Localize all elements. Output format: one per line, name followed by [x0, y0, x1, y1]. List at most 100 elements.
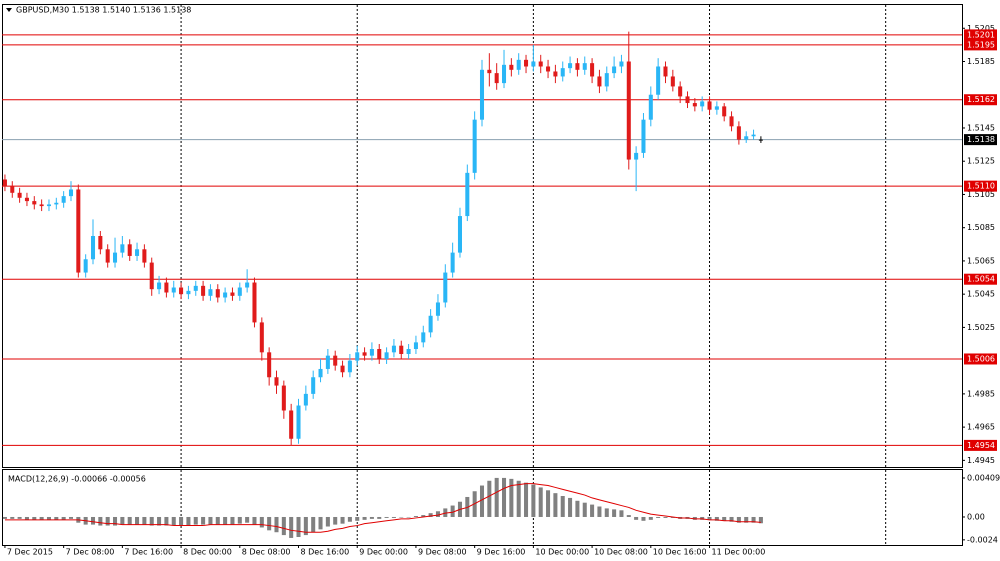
macd-bar — [744, 516, 749, 523]
candle-body — [90, 236, 96, 260]
macd-bar — [590, 504, 595, 517]
macd-bar — [171, 516, 176, 526]
candle-body — [61, 196, 66, 203]
candle-body — [252, 282, 257, 323]
candle-body — [46, 204, 51, 207]
macd-bar — [230, 516, 235, 525]
y-tick-label: 1.5205 — [967, 24, 995, 33]
macd-bar — [626, 515, 631, 517]
macd-bar — [32, 516, 37, 520]
candle-body — [590, 63, 595, 77]
level-label-bg — [964, 353, 997, 365]
candle-body — [289, 410, 294, 439]
candle-body — [538, 61, 543, 67]
candle-body — [479, 69, 485, 120]
candle-body — [604, 73, 609, 87]
macd-bar — [619, 510, 624, 517]
macd-bar — [39, 516, 44, 520]
y-tick-label: 1.5085 — [967, 223, 995, 232]
collapse-icon[interactable] — [6, 8, 12, 12]
candle-body — [729, 116, 734, 127]
chart-title: GBPUSD,M30 1.5138 1.5140 1.5136 1.5138 — [16, 6, 191, 15]
candle-body — [582, 63, 587, 70]
macd-panel — [2, 469, 963, 546]
y-tick-label: 0.00 — [967, 512, 985, 521]
x-tick-label: 7 Dec 08:00 — [66, 548, 115, 557]
macd-bar — [509, 478, 514, 517]
macd-bar — [61, 516, 66, 520]
macd-bar — [575, 500, 580, 517]
y-tick-label: 0.00409 — [967, 474, 1000, 483]
macd-bar — [127, 516, 132, 525]
macd-bar — [2, 516, 7, 519]
macd-bar — [259, 516, 264, 528]
candle-body — [369, 349, 374, 356]
candle-body — [722, 106, 727, 117]
macd-bar — [303, 516, 308, 536]
macd-bar — [17, 516, 22, 519]
candle-body — [76, 189, 81, 273]
candle-body — [311, 377, 316, 394]
x-tick-label: 9 Dec 16:00 — [477, 548, 526, 557]
candle-body — [648, 94, 653, 120]
candle-body — [179, 287, 184, 295]
candle-body — [641, 119, 646, 153]
candle-body — [259, 322, 264, 353]
macd-bar — [120, 516, 125, 525]
candle-body — [325, 355, 330, 369]
macd-bar — [538, 487, 543, 517]
candle-body — [685, 96, 690, 104]
candle-body — [296, 405, 301, 439]
candle-body — [670, 76, 675, 87]
macd-bar — [186, 516, 191, 526]
macd-bar — [729, 516, 734, 522]
candle-body — [362, 352, 367, 356]
candle-body — [546, 66, 551, 72]
candle-body — [509, 64, 514, 70]
candle-body — [208, 289, 213, 296]
level-label-bg — [964, 180, 997, 192]
macd-bar — [201, 516, 206, 525]
y-tick-label: 1.5185 — [967, 57, 995, 66]
macd-bar — [516, 480, 521, 517]
candle-body — [597, 76, 602, 87]
candle-body — [355, 352, 360, 361]
macd-bar — [135, 516, 140, 525]
macd-bar — [355, 516, 360, 521]
y-tick-label: -0.0024 — [967, 535, 998, 544]
candle-body — [245, 282, 250, 288]
macd-bar — [479, 485, 485, 517]
macd-bar — [399, 516, 404, 518]
macd-bar — [98, 516, 103, 526]
candle-body — [105, 249, 110, 263]
candle-body — [215, 289, 220, 298]
candle-body — [223, 292, 228, 298]
candle-body — [127, 244, 132, 256]
candle-body — [612, 66, 617, 74]
y-tick-label: 1.4965 — [967, 423, 995, 432]
level-label: 1.5054 — [967, 275, 995, 284]
macd-bar — [406, 516, 411, 518]
macd-bar — [707, 516, 712, 520]
macd-bar — [722, 516, 727, 521]
candle-body — [656, 66, 661, 95]
macd-bar — [568, 497, 573, 517]
x-tick-label: 9 Dec 00:00 — [359, 548, 408, 557]
candle-body — [340, 365, 345, 373]
macd-bar — [296, 516, 301, 537]
macd-bar — [113, 516, 118, 526]
candle-body — [171, 287, 176, 293]
level-label: 1.4954 — [967, 441, 995, 450]
macd-bar — [413, 516, 418, 517]
macd-bar — [560, 496, 565, 517]
candle-body — [502, 64, 507, 84]
macd-bar — [142, 516, 147, 525]
level-label-bg — [964, 94, 997, 106]
candle-body — [568, 63, 573, 69]
x-tick-label: 9 Dec 08:00 — [418, 548, 467, 557]
candle-body — [68, 189, 74, 197]
macd-bar — [524, 482, 529, 517]
x-tick-label: 7 Dec 2015 — [7, 548, 53, 557]
candle-body — [120, 244, 125, 253]
macd-bar — [612, 509, 617, 517]
